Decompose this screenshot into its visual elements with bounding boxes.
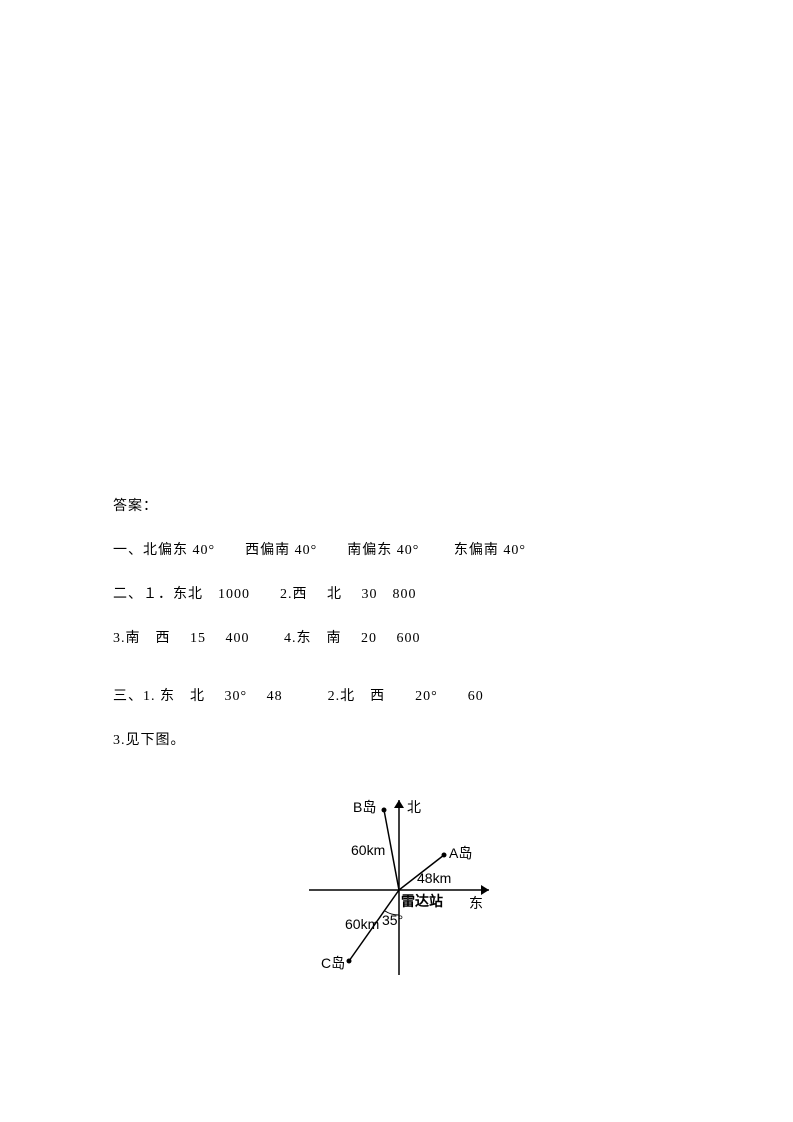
section3-label: 三、 (113, 689, 143, 704)
section3-content1: 1. 东 北 30° 48 2.北 西 20° 60 (143, 689, 484, 704)
center-label: 雷达站 (401, 893, 443, 910)
point-b (382, 808, 387, 813)
east-label: 东 (469, 896, 483, 912)
point-c (347, 959, 352, 964)
dist-c: 60km (345, 916, 379, 932)
dist-a: 48km (417, 870, 451, 886)
line-to-b (384, 810, 399, 890)
section3-line2: 3.见下图。 (113, 729, 683, 749)
east-arrow-icon (481, 885, 489, 895)
section2-line1: 二、１．东北 1000 2.西 北 30 800 (113, 583, 683, 603)
label-b: B岛 (353, 799, 376, 815)
section3-line1: 三、1. 东 北 30° 48 2.北 西 20° 60 (113, 685, 683, 705)
section1-item4: 东偏南 40° (454, 543, 526, 558)
label-a: A岛 (449, 845, 472, 861)
section2-label: 二、 (113, 587, 143, 602)
north-label: 北 (407, 800, 421, 816)
label-c: C岛 (321, 955, 345, 971)
section2-content1: １．东北 1000 2.西 北 30 800 (143, 587, 417, 602)
angle-c: 35° (382, 912, 403, 928)
north-arrow-icon (394, 800, 404, 808)
section1-item3: 南偏东 40° (347, 543, 419, 558)
section1-label: 一、 (113, 543, 143, 558)
diagram: 北 东 雷达站 A岛 48km B岛 60km C岛 60km 35° (269, 780, 529, 1000)
section1-line: 一、北偏东 40° 西偏南 40° 南偏东 40° 东偏南 40° (113, 539, 683, 559)
section1-item2: 西偏南 40° (245, 543, 317, 558)
section1-item1: 北偏东 40° (143, 543, 215, 558)
answer-header: 答案： (113, 495, 683, 515)
dist-b: 60km (351, 842, 385, 858)
section2-line2: 3.南 西 15 400 4.东 南 20 600 (113, 627, 683, 647)
point-a (442, 853, 447, 858)
